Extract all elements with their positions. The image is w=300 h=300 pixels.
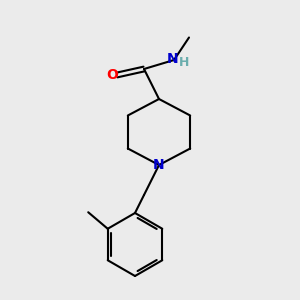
Text: O: O — [106, 68, 119, 82]
Text: N: N — [167, 52, 178, 66]
Text: H: H — [178, 56, 189, 69]
Text: N: N — [153, 158, 165, 172]
